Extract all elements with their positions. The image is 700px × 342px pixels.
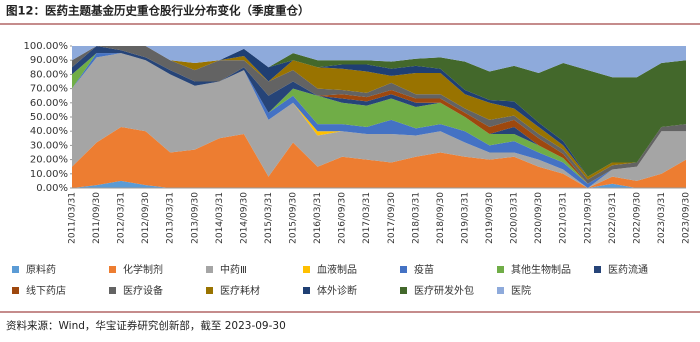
x-tick-label: 2018/09/30 [436,192,446,244]
legend-label: 医院 [511,284,531,297]
x-tick-label: 2013/09/30 [190,192,200,244]
x-tick-label: 2021/09/30 [583,192,593,244]
x-tick-label: 2014/09/30 [239,192,249,244]
chart-title: 图12：医药主题基金历史重仓股行业分布变化（季度重仓） [6,4,310,18]
y-tick-label: 50.00% [30,112,68,123]
legend-swatch [109,287,116,294]
x-tick-label: 2019/03/31 [460,192,470,244]
x-tick-label: 2017/09/30 [387,192,397,244]
x-tick-label: 2016/03/31 [313,192,323,244]
area [72,126,686,188]
legend-label: 中药Ⅲ [220,263,247,276]
x-tick-label: 2013/03/31 [166,192,176,244]
legend-swatch [303,266,310,273]
y-tick-label: 80.00% [30,69,68,80]
x-tick-label: 2023/03/31 [657,192,667,244]
y-tick-label: 60.00% [30,98,68,109]
y-tick-label: 100.00% [24,41,69,52]
legend-label: 医疗设备 [123,284,163,297]
legend-swatch [12,287,19,294]
source: 资料来源：Wind，华宝证券研究创新部，截至 2023-09-30 [6,319,286,332]
legend-label: 医疗耗材 [220,284,260,297]
legend-label: 其他生物制品 [511,263,571,276]
x-tick-label: 2018/03/31 [411,192,421,244]
x-tick-label: 2011/03/31 [68,192,78,244]
legend-label: 医疗研发外包 [414,284,474,297]
legend-swatch [497,266,504,273]
area [72,53,686,188]
legend-swatch [12,266,19,273]
x-tick-label: 2023/09/30 [682,192,692,244]
legend-label: 原料药 [26,263,56,276]
x-tick-label: 2019/09/30 [485,192,495,244]
x-tick-label: 2011/09/30 [92,192,102,244]
x-tick-label: 2012/09/30 [141,192,151,244]
y-tick-label: 70.00% [30,84,68,95]
x-tick-label: 2020/09/30 [534,192,544,244]
area [72,46,686,177]
area [72,180,686,188]
y-tick-label: 10.00% [30,169,68,180]
legend-swatch [594,266,601,273]
area [72,46,686,78]
x-tick-label: 2020/03/31 [510,192,520,244]
legend-label: 化学制剂 [123,263,163,276]
x-tick-label: 2015/09/30 [289,192,299,244]
x-tick-label: 2017/03/31 [362,192,372,244]
x-tick-label: 2012/03/31 [117,192,127,244]
legend-label: 医药流通 [608,263,648,276]
legend-label: 血液制品 [317,263,357,276]
legend-label: 体外诊断 [317,284,357,297]
area [72,53,686,188]
y-tick-label: 20.00% [30,155,68,166]
x-tick-label: 2014/03/31 [215,192,225,244]
area [72,46,686,177]
legend-swatch [206,287,213,294]
x-tick-label: 2022/03/31 [608,192,618,244]
y-tick-label: 0.00% [36,183,68,194]
legend-swatch [400,287,407,294]
x-tick-label: 2016/09/30 [338,192,348,244]
legend-swatch [109,266,116,273]
y-tick-label: 90.00% [30,55,68,66]
legend-swatch [400,266,407,273]
legend-swatch [206,266,213,273]
x-tick-label: 2022/09/30 [632,192,642,244]
legend-label: 疫苗 [414,263,434,276]
legend-label: 线下药店 [26,284,66,297]
legend-swatch [303,287,310,294]
x-tick-label: 2021/03/31 [559,192,569,244]
y-tick-label: 30.00% [30,140,68,151]
x-tick-label: 2015/03/31 [264,192,274,244]
legend-swatch [497,287,504,294]
area [72,53,686,184]
y-tick-label: 40.00% [30,126,68,137]
